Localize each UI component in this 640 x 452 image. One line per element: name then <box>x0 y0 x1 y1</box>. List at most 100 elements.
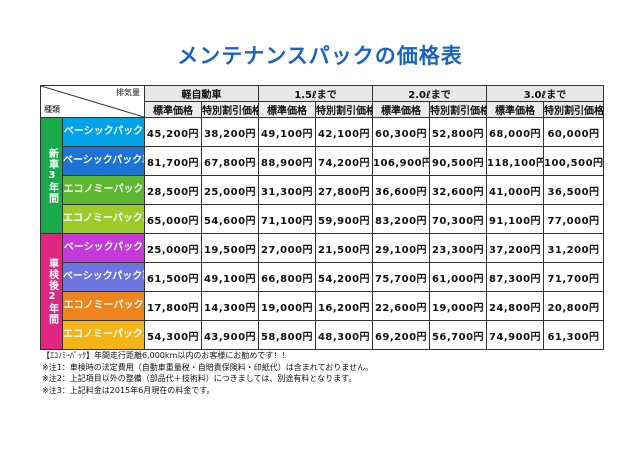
table-row: ベーシックパック車検付61,500円49,100円66,800円54,200円7… <box>41 262 604 292</box>
special-price-cell: 59,900円 <box>315 204 373 234</box>
standard-price-cell: 81,700円 <box>144 146 202 176</box>
notes-block: 【ｴｺﾉﾐｰﾊﾟｯｸ】年間走行距離6,000km以内のお客様にお勧めです！！ ※… <box>42 350 622 396</box>
standard-price-cell: 22,600円 <box>372 291 430 321</box>
standard-price-cell: 68,000円 <box>486 117 544 147</box>
special-price-cell: 56,700円 <box>429 320 487 350</box>
pack-name-cell: エコノミーパック車検付 <box>62 320 145 350</box>
standard-price-cell: 28,500円 <box>144 175 202 205</box>
special-price-cell: 43,900円 <box>201 320 259 350</box>
group-header-2000: 2.0ℓまで <box>372 85 487 102</box>
pack-name-cell: ベーシックパック車検付 <box>62 146 145 176</box>
standard-price-cell: 106,900円 <box>372 146 430 176</box>
standard-price-cell: 71,100円 <box>258 204 316 234</box>
pack-name-cell: エコノミーパック車検付 <box>62 204 145 234</box>
special-price-cell: 70,300円 <box>429 204 487 234</box>
standard-price-cell: 83,200円 <box>372 204 430 234</box>
standard-price-header: 標準価格 <box>258 101 316 118</box>
displacement-header: 排気量 <box>116 88 140 97</box>
special-price-cell: 31,200円 <box>543 233 604 263</box>
special-price-cell: 67,800円 <box>201 146 259 176</box>
header-row-groups: 排気量 種類 軽自動車 1.5ℓまで 2.0ℓまで 3.0ℓまで <box>40 85 604 118</box>
special-price-cell: 52,800円 <box>429 117 487 147</box>
special-price-cell: 32,600円 <box>429 175 487 205</box>
special-price-cell: 16,200円 <box>315 291 373 321</box>
standard-price-cell: 88,900円 <box>258 146 316 176</box>
standard-price-cell: 58,800円 <box>258 320 316 350</box>
special-price-cell: 38,200円 <box>201 117 259 147</box>
standard-price-cell: 29,100円 <box>372 233 430 263</box>
group-header-kei: 軽自動車 <box>144 85 259 102</box>
standard-price-cell: 69,200円 <box>372 320 430 350</box>
group-header-3000: 3.0ℓまで <box>486 85 604 102</box>
note-line: 【ｴｺﾉﾐｰﾊﾟｯｸ】年間走行距離6,000km以内のお客様にお勧めです！！ <box>42 351 290 360</box>
note-line: ※注3：上記料金は2015年6月現在の料金です。 <box>42 385 215 395</box>
standard-price-cell: 118,100円 <box>486 146 544 176</box>
special-price-cell: 23,300円 <box>429 233 487 263</box>
special-price-cell: 42,100円 <box>315 117 373 147</box>
standard-price-cell: 17,800円 <box>144 291 202 321</box>
standard-price-cell: 66,800円 <box>258 262 316 292</box>
standard-price-cell: 87,300円 <box>486 262 544 292</box>
special-price-cell: 20,800円 <box>543 291 604 321</box>
standard-price-cell: 60,300円 <box>372 117 430 147</box>
special-price-header: 特別割引価格 <box>201 101 259 118</box>
standard-price-cell: 49,100円 <box>258 117 316 147</box>
table-row: エコノミーパック 17,800円 14,300円 19,000円 16,200円 22,6… <box>41 291 604 321</box>
special-price-header: 特別割引価格 <box>429 101 487 118</box>
standard-price-cell: 75,700円 <box>372 262 430 292</box>
table-row: エコノミーパック車検付65,000円54,600円71,100円59,900円8… <box>41 204 604 234</box>
special-price-header: 特別割引価格 <box>543 101 604 118</box>
special-price-cell: 54,200円 <box>315 262 373 292</box>
special-price-cell: 60,000円 <box>543 117 604 147</box>
table-row: ベーシックパック車検付81,700円67,800円88,900円74,200円1… <box>41 146 604 176</box>
standard-price-header: 標準価格 <box>486 101 544 118</box>
special-price-cell: 61,000円 <box>429 262 487 292</box>
special-price-cell: 74,200円 <box>315 146 373 176</box>
special-price-cell: 19,500円 <box>201 233 259 263</box>
standard-price-cell: 45,200円 <box>144 117 202 147</box>
price-table: 排気量 種類 軽自動車 1.5ℓまで 2.0ℓまで 3.0ℓまで 標準価格 特別… <box>40 85 604 350</box>
special-price-cell: 27,800円 <box>315 175 373 205</box>
special-price-cell: 90,500円 <box>429 146 487 176</box>
standard-price-cell: 54,300円 <box>144 320 202 350</box>
header-row-price-types: 標準価格 特別割引価格 標準価格 特別割引価格 標準価格 特別割引価格 標準価格… <box>41 101 604 118</box>
standard-price-cell: 41,000円 <box>486 175 544 205</box>
special-price-cell: 61,300円 <box>543 320 604 350</box>
special-price-cell: 21,500円 <box>315 233 373 263</box>
pack-name-cell: ベーシックパック <box>62 117 145 147</box>
standard-price-cell: 27,000円 <box>258 233 316 263</box>
header-corner-cell: 排気量 種類 <box>40 85 145 118</box>
table-row: エコノミーパック 28,500円 25,000円 31,300円 27,800円 36,6… <box>41 175 604 205</box>
standard-price-cell: 37,200円 <box>486 233 544 263</box>
special-price-cell: 77,000円 <box>543 204 604 234</box>
table-row: エコノミーパック車検付54,300円43,900円58,800円48,300円6… <box>41 320 604 350</box>
standard-price-cell: 61,500円 <box>144 262 202 292</box>
standard-price-cell: 24,800円 <box>486 291 544 321</box>
special-price-cell: 14,300円 <box>201 291 259 321</box>
section-side-label: 車検後2年間 <box>40 233 63 350</box>
special-price-cell: 48,300円 <box>315 320 373 350</box>
special-price-cell: 54,600円 <box>201 204 259 234</box>
pack-name-cell: ベーシックパック車検付 <box>62 262 145 292</box>
page-title: メンテナンスパックの価格表 <box>177 44 463 68</box>
corner-diagonal-line <box>41 86 144 117</box>
standard-price-cell: 91,100円 <box>486 204 544 234</box>
group-header-1500: 1.5ℓまで <box>258 85 373 102</box>
section-side-label: 新車3年間 <box>40 117 63 234</box>
standard-price-cell: 31,300円 <box>258 175 316 205</box>
standard-price-cell: 36,600円 <box>372 175 430 205</box>
standard-price-header: 標準価格 <box>144 101 202 118</box>
special-price-header: 特別割引価格 <box>315 101 373 118</box>
standard-price-header: 標準価格 <box>372 101 430 118</box>
special-price-cell: 19,000円 <box>429 291 487 321</box>
table-row: 新車3年間 ベーシックパック 45,200円 38,200円 49,100円 42,100… <box>40 117 604 234</box>
special-price-cell: 25,000円 <box>201 175 259 205</box>
note-line: ※注1：車検時の法定費用（自動車重量税・自賠責保険料・印紙代）は含まれておりませ… <box>42 362 374 372</box>
table-row: 車検後2年間 ベーシックパック 25,000円 19,500円 27,000円 21,50… <box>40 233 604 350</box>
standard-price-cell: 74,900円 <box>486 320 544 350</box>
pack-name-cell: エコノミーパック <box>62 291 145 321</box>
note-line: ※注2：上記項目以外の整備（部品代＋技術料）につきましては、別途有料となります。 <box>42 374 357 383</box>
special-price-cell: 71,700円 <box>543 262 604 292</box>
special-price-cell: 49,100円 <box>201 262 259 292</box>
type-header: 種類 <box>44 105 60 114</box>
